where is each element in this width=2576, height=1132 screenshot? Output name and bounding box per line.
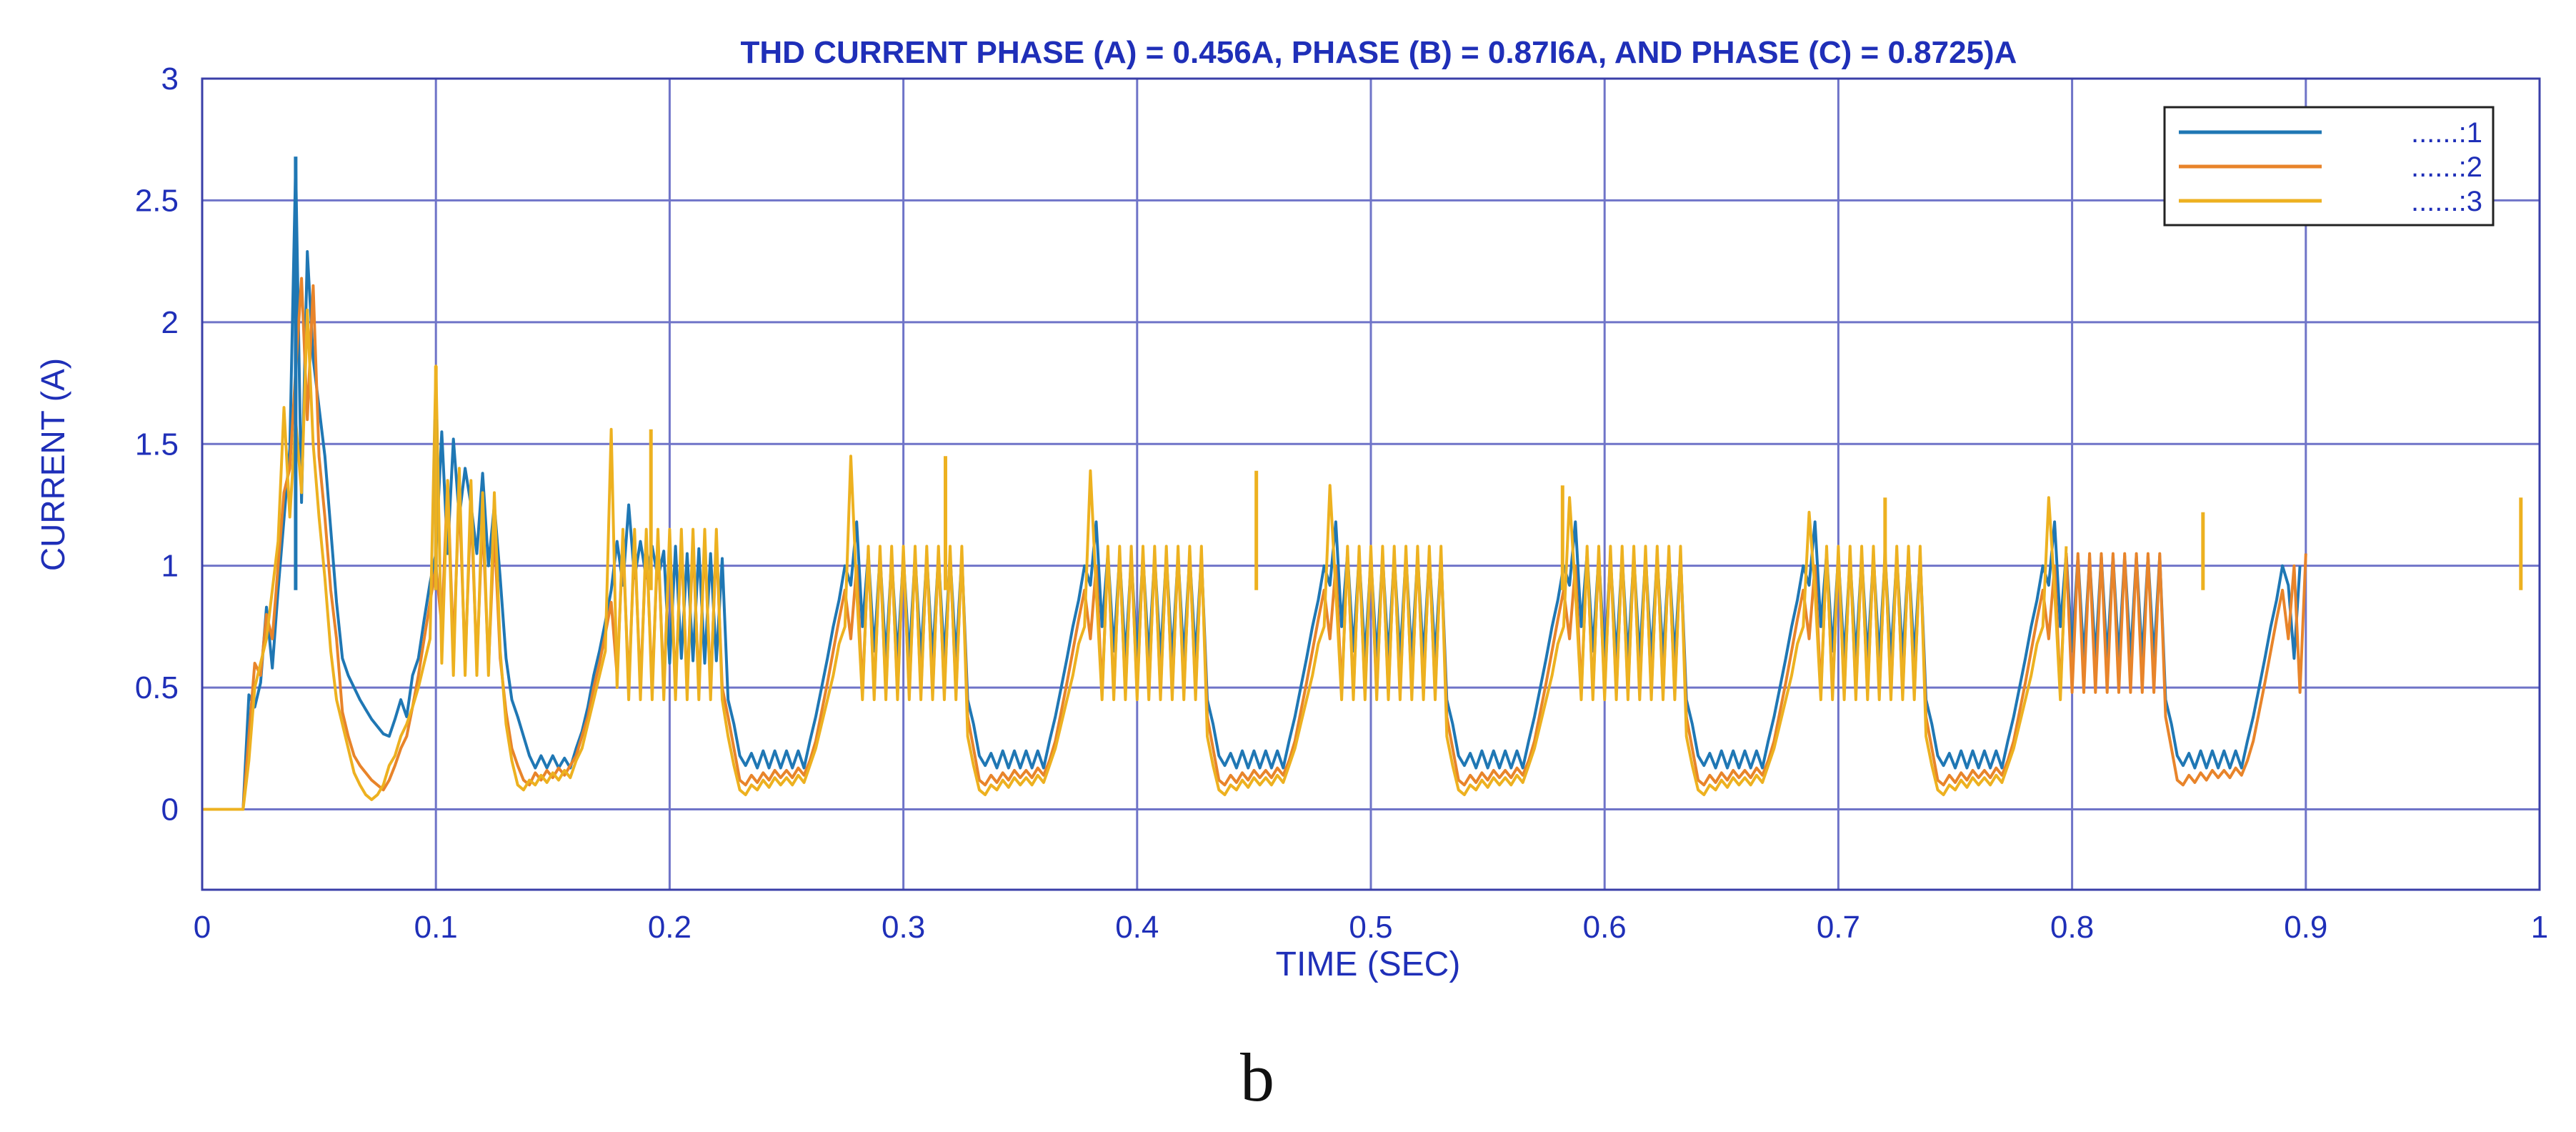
x-tick-label: 0.5	[1349, 910, 1392, 945]
x-tick-label: 0.7	[1817, 910, 1860, 945]
y-tick-label: 1.5	[135, 427, 179, 462]
plot-frame	[201, 77, 2541, 891]
y-tick-label: 2	[161, 305, 179, 340]
y-tick-label: 0.5	[135, 670, 179, 705]
x-tick-label: 0.4	[1115, 910, 1159, 945]
y-tick-label: 1	[161, 549, 179, 584]
plot-area: 0 0.1 0.2 0.3 0.4 0.5 0.6 0.7 0.8 0.9 1 0 0.5 1 1.5 2 2.…	[135, 61, 2548, 945]
x-tick-label: 0.3	[882, 910, 925, 945]
y-tick-label: 0	[161, 793, 179, 828]
y-tick-label: 2.5	[135, 183, 179, 218]
chart-title: THD CURRENT PHASE (A) = 0.456A, PHASE (B…	[741, 35, 2017, 70]
x-tick-label: 0.2	[648, 910, 692, 945]
legend-label: ......:1	[2411, 117, 2482, 149]
figure-panel-label: b	[1240, 1039, 1274, 1116]
x-tick-label: 1	[2531, 910, 2548, 945]
legend-label: ......:2	[2411, 152, 2482, 183]
legend-label: ......:3	[2411, 186, 2482, 217]
x-tick-label: 0	[194, 910, 211, 945]
series-line-2	[202, 277, 2307, 811]
x-tick-label: 0.9	[2284, 910, 2327, 945]
y-tick-label: 3	[161, 61, 179, 96]
y-axis-label: CURRENT (A)	[34, 358, 71, 571]
series-line-1	[202, 162, 2302, 811]
x-tick-label: 0.6	[1583, 910, 1627, 945]
x-tick-label: 0.8	[2050, 910, 2094, 945]
x-axis-label: TIME (SEC)	[1276, 945, 1461, 983]
series-line-3	[202, 308, 2068, 811]
x-tick-label: 0.1	[414, 910, 458, 945]
